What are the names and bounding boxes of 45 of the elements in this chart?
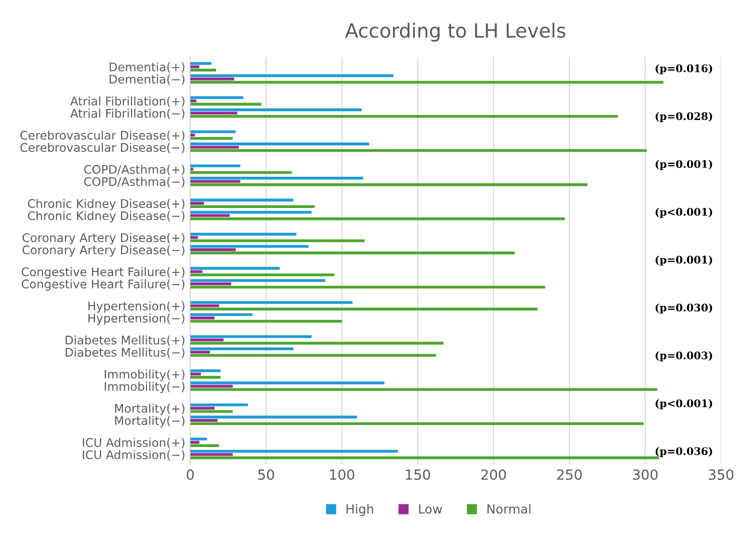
y-tick-label: Chronic Kidney Disease(−) bbox=[28, 211, 184, 222]
y-tick-label: ICU Admission(−) bbox=[82, 450, 184, 461]
x-tick-label: 200 bbox=[481, 469, 506, 480]
x-tick-label: 350 bbox=[708, 469, 734, 480]
y-tick-label: COPD/Asthma(−) bbox=[84, 176, 184, 188]
chart-title: According to LH Levels bbox=[345, 22, 566, 42]
x-tick-label: 100 bbox=[330, 469, 354, 480]
y-tick-label: Immobility(−) bbox=[104, 382, 184, 394]
y-tick-label: Chronic Kidney Disease(+) bbox=[28, 198, 184, 210]
annotation: (p=0.001) bbox=[656, 160, 712, 170]
y-tick-label: Congestive Heart Failure(+) bbox=[22, 267, 184, 279]
x-tick-label: 250 bbox=[557, 469, 582, 480]
x-tick-label: 0 bbox=[186, 469, 194, 480]
annotation: (p<0.001) bbox=[656, 399, 712, 410]
legend-label: Normal bbox=[488, 504, 530, 514]
y-tick-label: Coronary Artery Disease(−) bbox=[22, 245, 184, 257]
x-tick-label: 50 bbox=[258, 469, 274, 480]
y-tick-label: Mortality(+) bbox=[115, 404, 184, 416]
x-tick-label: 300 bbox=[633, 469, 658, 480]
x-tick-label: 150 bbox=[406, 469, 430, 480]
y-tick-label: Diabetes Mellitus(−) bbox=[66, 348, 184, 358]
annotation: (p=0.030) bbox=[656, 303, 712, 314]
annotation: (p=0.001) bbox=[656, 256, 712, 266]
y-tick-label: Hypertension(−) bbox=[88, 313, 184, 325]
y-tick-label: Dementia(−) bbox=[110, 74, 184, 86]
y-tick-label: Coronary Artery Disease(+) bbox=[22, 232, 184, 244]
annotation: (p=0.003) bbox=[656, 351, 712, 362]
y-tick-label: Immobility(+) bbox=[104, 370, 184, 381]
y-tick-label: ICU Admission(+) bbox=[82, 438, 184, 448]
y-tick-label: Diabetes Mellitus(+) bbox=[66, 335, 184, 346]
y-tick-label: Cerebrovascular Disease(−) bbox=[20, 142, 184, 154]
y-tick-label: Cerebrovascular Disease(+) bbox=[20, 130, 184, 142]
y-tick-label: Congestive Heart Failure(−) bbox=[22, 279, 184, 291]
annotation: (p=0.036) bbox=[656, 447, 712, 458]
annotation: (p=0.028) bbox=[656, 112, 712, 122]
y-tick-label: Hypertension(+) bbox=[88, 301, 184, 313]
y-tick-label: Mortality(−) bbox=[115, 416, 184, 428]
y-tick-label: Atrial Fibrillation(+) bbox=[70, 96, 184, 107]
annotation: (p=0.016) bbox=[656, 64, 712, 74]
y-tick-label: Atrial Fibrillation(−) bbox=[70, 108, 184, 120]
y-tick-label: Dementia(+) bbox=[110, 62, 184, 73]
legend-label: High bbox=[346, 504, 374, 516]
annotation: (p<0.001) bbox=[656, 208, 712, 218]
legend-label: Low bbox=[419, 504, 442, 514]
y-tick-label: COPD/Asthma(+) bbox=[84, 164, 184, 176]
